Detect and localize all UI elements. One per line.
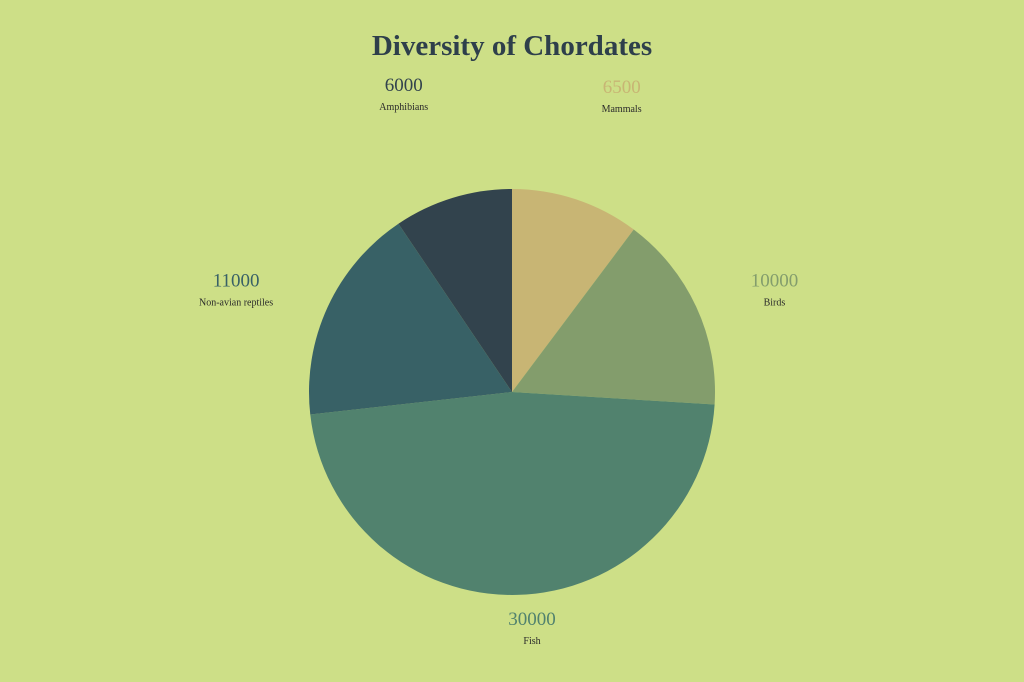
slice-label-amphibians: 6000 Amphibians [379, 75, 428, 113]
slice-label-non-avian-reptiles: 11000 Non-avian reptiles [199, 270, 273, 308]
slice-value-mammals: 6500 [603, 77, 641, 98]
slice-value-non-avian-reptiles: 11000 [213, 270, 260, 291]
slice-label-mammals: 6500 Mammals [602, 77, 642, 115]
chart-title: Diversity of Chordates [371, 30, 653, 62]
slice-value-birds: 10000 [751, 270, 799, 291]
pie-slice-fish[interactable] [310, 392, 715, 595]
pie-slice-birds[interactable] [512, 229, 715, 405]
slice-category-mammals: Mammals [602, 104, 642, 115]
pie-slice-non-avian-reptiles[interactable] [309, 223, 512, 415]
slice-label-fish: 30000 Fish [508, 609, 556, 647]
slice-value-fish: 30000 [508, 609, 556, 630]
pie-slice-amphibians[interactable] [398, 189, 512, 392]
slice-category-fish: Fish [523, 636, 540, 647]
slice-category-amphibians: Amphibians [379, 102, 428, 113]
slice-value-amphibians: 6000 [385, 75, 423, 96]
slice-label-birds: 10000 Birds [751, 270, 799, 308]
slice-category-birds: Birds [764, 297, 786, 308]
pie-slice-mammals[interactable] [512, 189, 634, 392]
slice-category-non-avian-reptiles: Non-avian reptiles [199, 297, 273, 308]
